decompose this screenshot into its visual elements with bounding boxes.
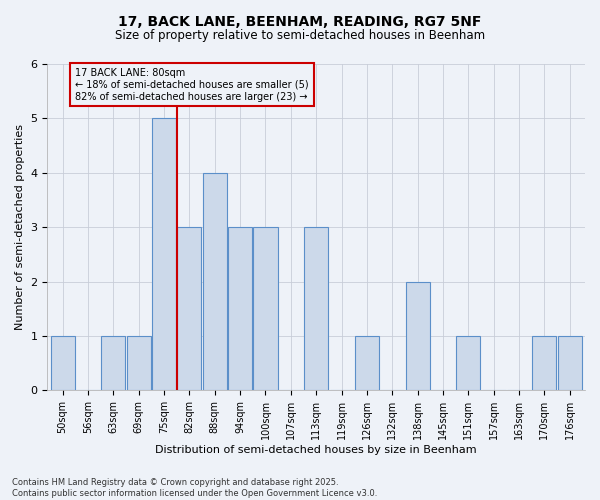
Bar — [203, 173, 227, 390]
Bar — [50, 336, 74, 390]
Bar — [457, 336, 481, 390]
Bar — [127, 336, 151, 390]
Bar — [178, 227, 202, 390]
X-axis label: Distribution of semi-detached houses by size in Beenham: Distribution of semi-detached houses by … — [155, 445, 477, 455]
Bar — [355, 336, 379, 390]
Bar — [406, 282, 430, 391]
Bar — [101, 336, 125, 390]
Text: Size of property relative to semi-detached houses in Beenham: Size of property relative to semi-detach… — [115, 29, 485, 42]
Bar — [304, 227, 328, 390]
Y-axis label: Number of semi-detached properties: Number of semi-detached properties — [15, 124, 25, 330]
Bar — [532, 336, 556, 390]
Bar — [228, 227, 252, 390]
Bar — [152, 118, 176, 390]
Bar — [253, 227, 278, 390]
Text: Contains HM Land Registry data © Crown copyright and database right 2025.
Contai: Contains HM Land Registry data © Crown c… — [12, 478, 377, 498]
Bar — [558, 336, 582, 390]
Text: 17, BACK LANE, BEENHAM, READING, RG7 5NF: 17, BACK LANE, BEENHAM, READING, RG7 5NF — [118, 15, 482, 29]
Text: 17 BACK LANE: 80sqm
← 18% of semi-detached houses are smaller (5)
82% of semi-de: 17 BACK LANE: 80sqm ← 18% of semi-detach… — [75, 68, 309, 102]
